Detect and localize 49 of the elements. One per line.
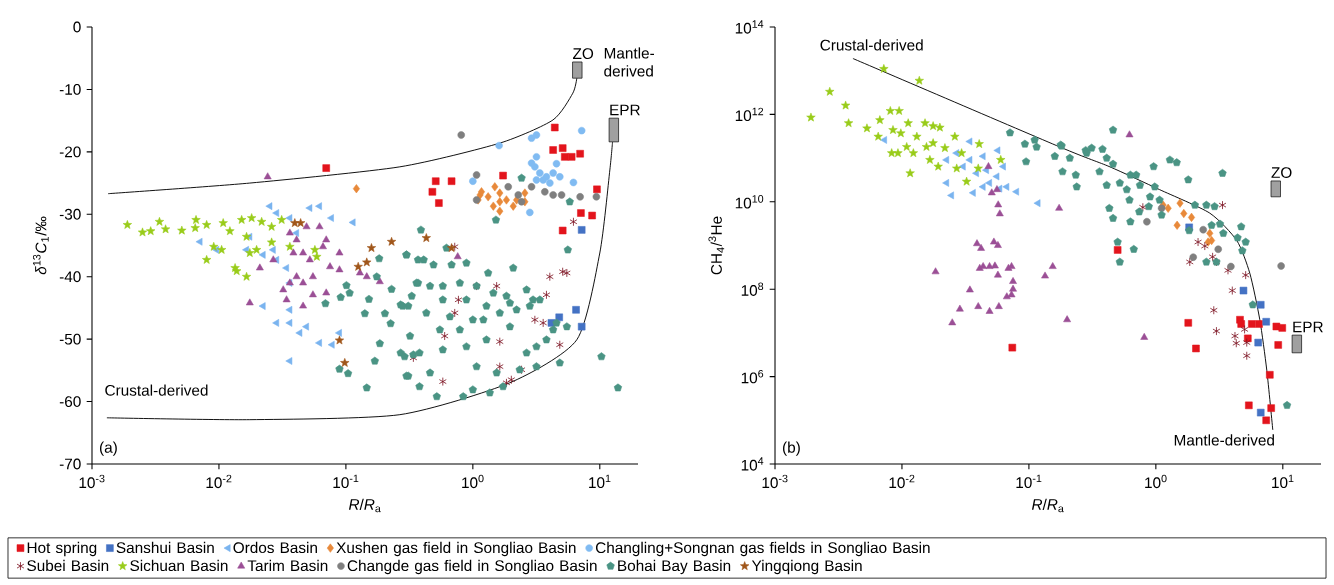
- x-axis-title: R/R$_{a}$: [1031, 498, 1064, 513]
- y-tick-label: -60: [59, 396, 81, 407]
- y-tick-label: 10$^{14}$: [735, 20, 764, 34]
- legend-label: Changling+Songnan gas fields in Songliao Basin: [595, 541, 930, 557]
- series-label: EPR: [1293, 321, 1323, 333]
- legend-label: Subei Basin: [27, 559, 109, 572]
- y-tick-label: 10$^{10}$: [735, 195, 764, 209]
- annotation: Crustal-derived: [105, 384, 208, 396]
- legend-label: Sichuan Basin: [130, 559, 228, 572]
- y-tick-label: -70: [59, 458, 81, 470]
- annotation: (b): [783, 441, 800, 456]
- y-tick-label: -30: [59, 208, 81, 220]
- x-tick-label: 10$^{0}$: [462, 474, 484, 489]
- x-tick-label: 10$^{-1}$: [333, 474, 359, 489]
- y-tick-label: 10$^{12}$: [735, 107, 764, 122]
- legend-label: Sanshui Basin: [116, 541, 214, 554]
- x-tick-label: 10$^{0}$: [1145, 474, 1167, 489]
- legend-label: Bohai Bay Basin: [618, 559, 731, 575]
- x-tick-label: 10$^{-1}$: [1016, 474, 1042, 489]
- series-label: ZO: [573, 48, 594, 60]
- y-axis-title: δ$^{13}$C$_{1}$/‰: [32, 216, 49, 275]
- annotation: Crustal-derived: [820, 39, 923, 51]
- y-tick-label: 10$^{8}$: [741, 282, 764, 296]
- x-tick-label: 10$^{1}$: [589, 474, 611, 489]
- legend-label: Ordos Basin: [233, 541, 317, 554]
- x-tick-label: 10$^{-2}$: [206, 474, 232, 489]
- annotation: (a): [99, 441, 117, 456]
- x-tick-label: 10$^{-3}$: [79, 474, 105, 489]
- x-tick-label: 10$^{-3}$: [762, 474, 788, 489]
- y-tick-label: -20: [59, 146, 81, 158]
- y-tick-label: -40: [59, 271, 81, 283]
- legend-label: Xushen gas field in Songliao Basin: [336, 541, 576, 557]
- series-label: EPR: [610, 104, 640, 116]
- legend-label: Changde gas field in Songliao Basin: [347, 559, 597, 575]
- legend-label: Yingqiong Basin: [751, 559, 862, 575]
- x-tick-label: 10$^{-2}$: [889, 474, 915, 489]
- legend-label: Tarim Basin: [247, 559, 328, 572]
- series-label: ZO: [1271, 167, 1292, 179]
- y-tick-label: 10$^{4}$: [741, 457, 764, 471]
- annotation: Mantle-derived: [1174, 434, 1274, 446]
- annotation: Mantle-derived: [604, 47, 655, 77]
- x-axis-title: R/R$_{a}$: [348, 498, 381, 513]
- legend-label: Hot spring: [27, 541, 97, 557]
- x-tick-label: 10$^{1}$: [1272, 474, 1294, 489]
- y-tick-label: -10: [59, 84, 81, 95]
- y-tick-label: -50: [59, 333, 81, 345]
- y-axis-title: CH$_{4}$/$^{3}$He: [708, 216, 725, 275]
- y-tick-label: 10$^{6}$: [741, 369, 764, 384]
- y-tick-label: 0: [73, 21, 81, 33]
